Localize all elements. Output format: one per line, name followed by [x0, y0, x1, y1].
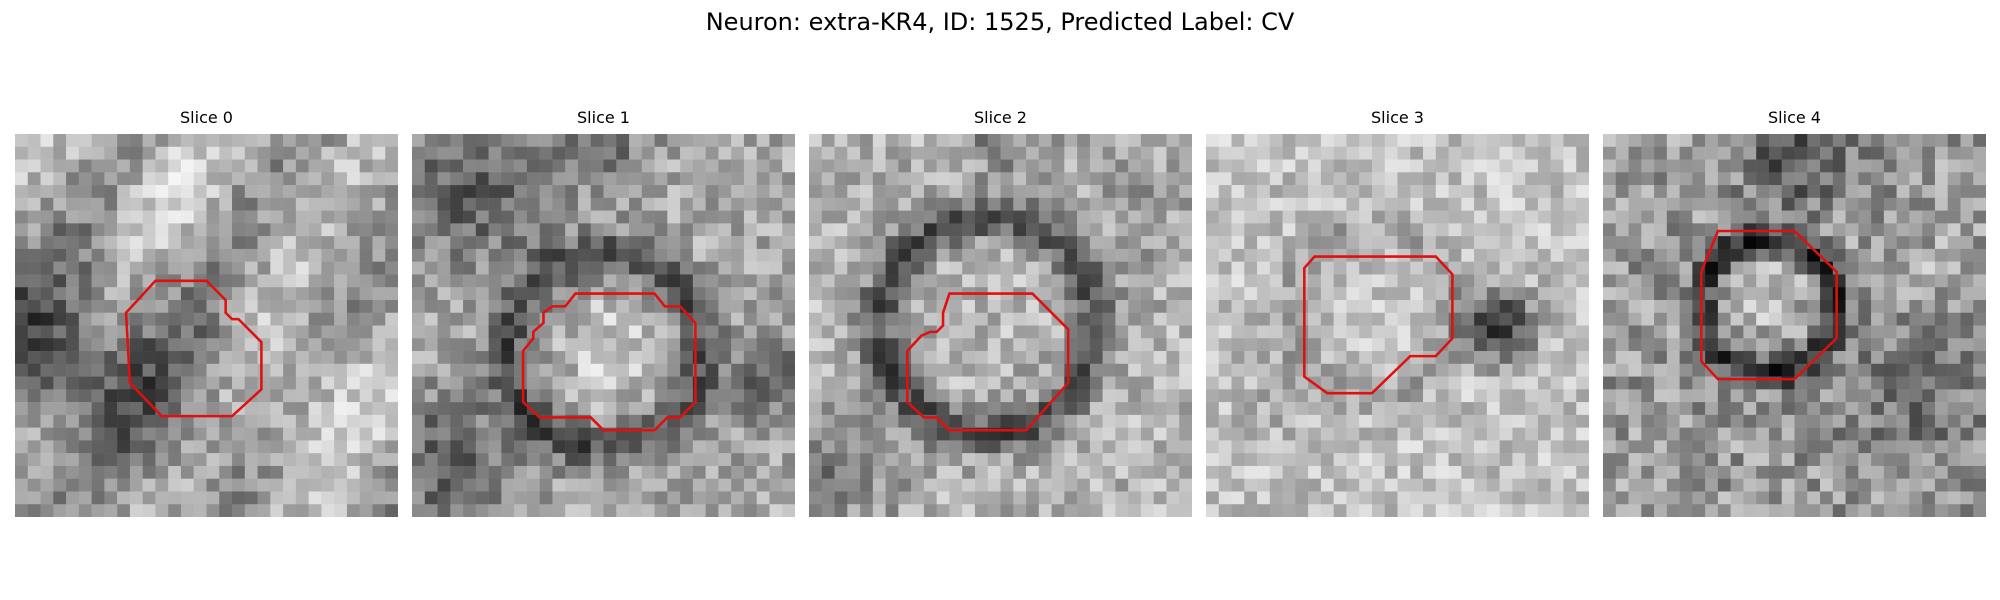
slice-image-2 — [809, 134, 1192, 517]
slice-panel-4: Slice 4 — [1603, 108, 1986, 518]
slice-title-2: Slice 2 — [974, 108, 1027, 127]
slice-title-0: Slice 0 — [180, 108, 233, 127]
figure-title: Neuron: extra-KR4, ID: 1525, Predicted L… — [705, 8, 1295, 36]
slice-panel-3: Slice 3 — [1206, 108, 1589, 518]
roi-outline-3 — [1303, 255, 1454, 395]
pixel-grid-0 — [15, 134, 398, 517]
pixel-grid-4 — [1603, 134, 1986, 517]
slice-panel-0: Slice 0 — [15, 108, 398, 518]
roi-outline-2 — [906, 292, 1070, 432]
roi-outline-4 — [1700, 229, 1838, 381]
pixel-grid-1 — [412, 134, 795, 517]
slice-image-4 — [1603, 134, 1986, 517]
slice-title-1: Slice 1 — [577, 108, 630, 127]
roi-outline-0 — [124, 279, 263, 418]
slice-panel-1: Slice 1 — [412, 108, 795, 518]
slice-panel-2: Slice 2 — [809, 108, 1192, 518]
pixel-grid-2 — [809, 134, 1192, 517]
slice-image-1 — [412, 134, 795, 517]
slice-title-3: Slice 3 — [1371, 108, 1424, 127]
roi-outline-1 — [521, 292, 697, 432]
slice-title-4: Slice 4 — [1768, 108, 1821, 127]
pixel-grid-3 — [1206, 134, 1589, 517]
slice-image-3 — [1206, 134, 1589, 517]
slice-image-0 — [15, 134, 398, 517]
